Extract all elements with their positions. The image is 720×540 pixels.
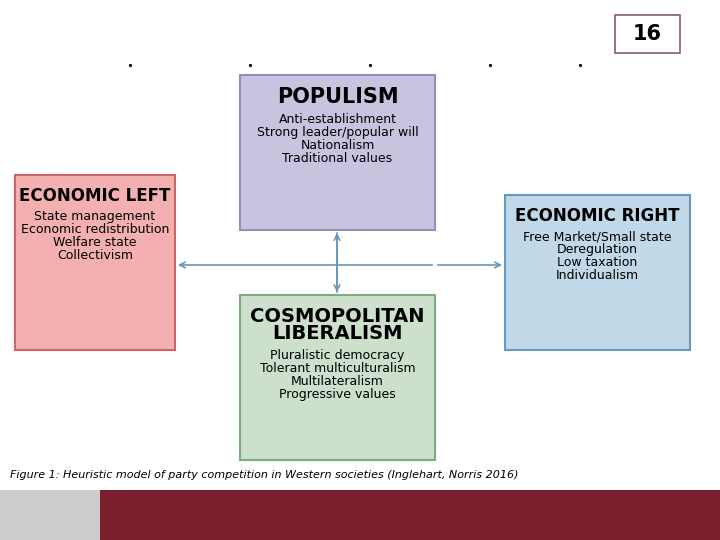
- Text: Welfare state: Welfare state: [53, 236, 137, 249]
- Text: ECONOMIC LEFT: ECONOMIC LEFT: [19, 187, 171, 205]
- Text: State management: State management: [35, 210, 156, 223]
- Text: Anti-establishment: Anti-establishment: [279, 113, 397, 126]
- Bar: [240, 75, 435, 230]
- Bar: [240, 295, 435, 460]
- Bar: [505, 195, 690, 350]
- Text: Collectivism: Collectivism: [57, 249, 133, 262]
- Bar: [0, 490, 100, 540]
- Text: Pluralistic democracy: Pluralistic democracy: [270, 349, 405, 362]
- Text: Tolerant multiculturalism: Tolerant multiculturalism: [260, 362, 415, 375]
- Bar: [15, 175, 175, 350]
- Text: Low taxation: Low taxation: [557, 256, 638, 269]
- Text: Nationalism: Nationalism: [300, 139, 374, 152]
- Text: Deregulation: Deregulation: [557, 243, 638, 256]
- Text: ECONOMIC RIGHT: ECONOMIC RIGHT: [516, 207, 680, 225]
- Text: Economic redistribution: Economic redistribution: [21, 223, 169, 236]
- Bar: [615, 15, 680, 53]
- Text: Multilateralism: Multilateralism: [291, 375, 384, 388]
- Text: 16: 16: [633, 24, 662, 44]
- Text: COSMOPOLITAN: COSMOPOLITAN: [251, 307, 425, 326]
- Text: Individualism: Individualism: [556, 269, 639, 282]
- Bar: [100, 490, 720, 540]
- Text: Traditional values: Traditional values: [282, 152, 392, 165]
- Text: Free Market/Small state: Free Market/Small state: [523, 230, 672, 243]
- Text: LIBERALISM: LIBERALISM: [272, 324, 402, 343]
- Text: Figure 1: Heuristic model of party competition in Western societies (Inglehart, : Figure 1: Heuristic model of party compe…: [10, 470, 518, 480]
- Text: POPULISM: POPULISM: [276, 87, 398, 107]
- Text: Strong leader/popular will: Strong leader/popular will: [256, 126, 418, 139]
- Text: Progressive values: Progressive values: [279, 388, 396, 401]
